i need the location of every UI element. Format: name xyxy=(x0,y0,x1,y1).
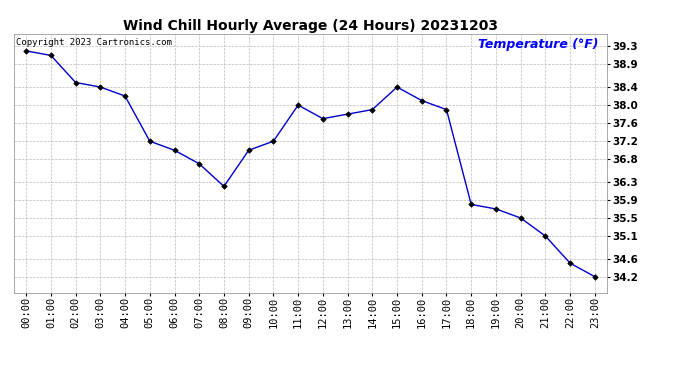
Title: Wind Chill Hourly Average (24 Hours) 20231203: Wind Chill Hourly Average (24 Hours) 202… xyxy=(123,19,498,33)
Text: Temperature (°F): Temperature (°F) xyxy=(477,38,598,51)
Text: Copyright 2023 Cartronics.com: Copyright 2023 Cartronics.com xyxy=(16,38,171,46)
